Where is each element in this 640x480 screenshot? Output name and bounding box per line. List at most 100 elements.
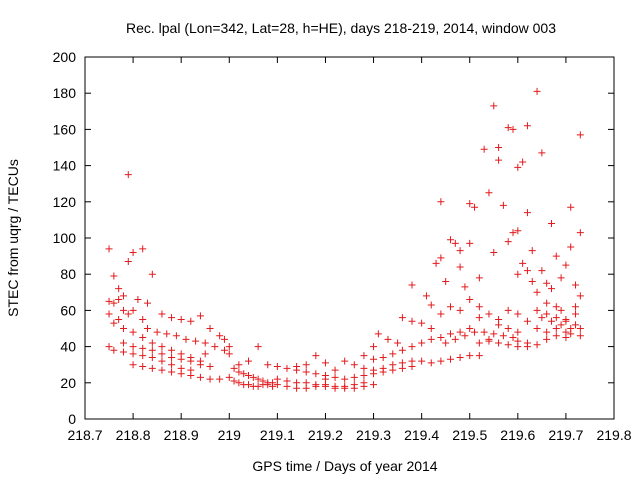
data-point xyxy=(331,384,339,392)
data-point xyxy=(201,339,209,347)
y-tick-label: 200 xyxy=(53,49,77,65)
data-point xyxy=(552,314,560,322)
data-point xyxy=(547,220,555,228)
data-point xyxy=(398,359,406,367)
data-point xyxy=(216,375,224,383)
data-point xyxy=(370,381,378,389)
y-axis-ticks: 0 20 40 60 80 100 120 140 160 180 200 xyxy=(53,49,614,427)
data-point xyxy=(552,303,560,311)
data-point xyxy=(427,301,435,309)
data-point xyxy=(321,359,329,367)
data-point xyxy=(158,310,166,318)
data-point xyxy=(504,306,512,314)
data-point xyxy=(538,267,546,275)
data-point xyxy=(572,303,580,311)
data-point xyxy=(495,321,503,329)
data-point xyxy=(557,321,565,329)
data-point xyxy=(523,122,531,130)
data-point xyxy=(331,366,339,374)
data-point xyxy=(341,375,349,383)
data-point xyxy=(245,357,253,365)
data-point xyxy=(110,299,118,307)
x-tick-label: 219.2 xyxy=(308,427,343,443)
data-point xyxy=(446,303,454,311)
data-point xyxy=(495,339,503,347)
data-point xyxy=(196,361,204,369)
data-point xyxy=(269,382,277,390)
data-point xyxy=(519,158,527,166)
data-point xyxy=(115,315,123,323)
data-point xyxy=(456,353,464,361)
data-point xyxy=(302,361,310,369)
data-point xyxy=(466,296,474,304)
data-point xyxy=(509,125,517,133)
data-point xyxy=(124,258,132,266)
data-point xyxy=(451,335,459,343)
data-point xyxy=(370,370,378,378)
data-point xyxy=(485,189,493,197)
data-points xyxy=(105,87,584,392)
data-point xyxy=(119,292,127,300)
data-point xyxy=(119,306,127,314)
y-tick-label: 180 xyxy=(53,85,77,101)
data-point xyxy=(230,364,238,372)
data-point xyxy=(466,352,474,360)
data-point xyxy=(567,325,575,332)
data-point xyxy=(220,346,228,354)
data-point xyxy=(124,310,132,318)
data-point xyxy=(124,171,132,179)
data-point xyxy=(471,328,479,336)
data-point xyxy=(437,254,445,262)
data-point xyxy=(514,163,522,171)
chart-title: Rec. lpal (Lon=342, Lat=28, h=HE), days … xyxy=(126,20,556,36)
data-point xyxy=(490,102,498,110)
data-point xyxy=(163,330,171,338)
data-point xyxy=(139,352,147,360)
data-point xyxy=(168,368,176,376)
data-point xyxy=(552,332,560,340)
x-tick-label: 219.4 xyxy=(404,427,439,443)
data-point xyxy=(245,381,253,389)
data-point xyxy=(514,227,522,235)
data-point xyxy=(504,238,512,246)
data-point xyxy=(408,357,416,365)
data-point xyxy=(110,272,118,280)
x-tick-label: 219.3 xyxy=(356,427,391,443)
data-point xyxy=(177,370,185,378)
data-point xyxy=(422,292,430,300)
data-point xyxy=(254,343,262,351)
data-point xyxy=(562,317,570,325)
data-point xyxy=(543,310,551,318)
data-point xyxy=(499,332,507,340)
data-point xyxy=(235,361,243,369)
data-point xyxy=(475,339,483,347)
data-point xyxy=(201,350,209,358)
data-point xyxy=(341,384,349,392)
data-point xyxy=(312,370,320,378)
data-point xyxy=(504,124,512,132)
data-point xyxy=(370,355,378,363)
data-point xyxy=(466,239,474,247)
data-point xyxy=(129,248,137,256)
data-point xyxy=(225,373,233,381)
data-point xyxy=(360,364,368,372)
data-point xyxy=(220,335,228,343)
data-point xyxy=(533,341,541,349)
y-tick-label: 40 xyxy=(60,339,76,355)
data-point xyxy=(576,229,584,237)
x-tick-label: 219.5 xyxy=(452,427,487,443)
data-point xyxy=(216,332,224,340)
data-point xyxy=(418,357,426,365)
data-point xyxy=(148,346,156,354)
data-point xyxy=(105,297,113,305)
data-point xyxy=(533,306,541,314)
y-tick-label: 60 xyxy=(60,302,76,318)
y-tick-label: 0 xyxy=(68,411,76,427)
x-tick-label: 218.9 xyxy=(164,427,199,443)
data-point xyxy=(158,357,166,365)
data-point xyxy=(446,355,454,363)
data-point xyxy=(389,361,397,369)
y-tick-label: 140 xyxy=(53,158,77,174)
data-point xyxy=(302,384,310,392)
data-point xyxy=(456,306,464,314)
